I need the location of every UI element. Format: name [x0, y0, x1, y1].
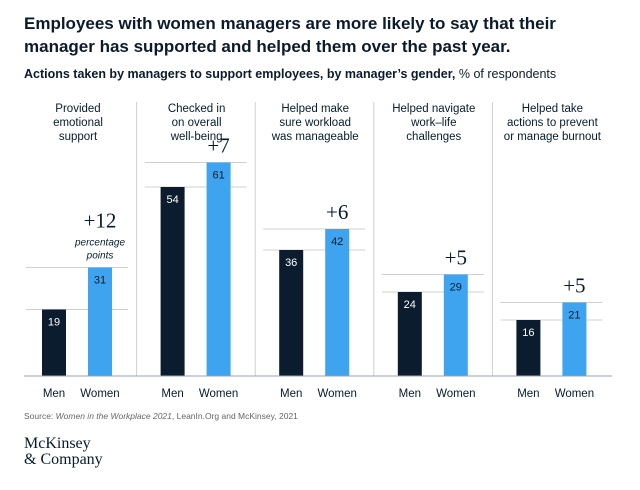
- bar-women: [88, 267, 112, 376]
- value-label-men: 54: [166, 194, 178, 206]
- subtitle-bold: Actions taken by managers to support emp…: [24, 67, 456, 81]
- x-label-men: Men: [161, 388, 183, 400]
- difference-label: +5: [563, 274, 585, 298]
- source-title: Women in the Workplace 2021: [55, 411, 172, 421]
- category-label: or manage burnout: [504, 131, 602, 143]
- difference-label: +6: [326, 200, 348, 224]
- x-label-women: Women: [317, 388, 356, 400]
- bar-men: [397, 292, 422, 376]
- category-label: well-being: [170, 131, 223, 143]
- logo-line2: & Company: [24, 451, 103, 468]
- difference-label: +5: [445, 246, 467, 270]
- category-label: Checked in: [168, 103, 226, 115]
- source-prefix: Source:: [24, 411, 56, 421]
- x-label-men: Men: [517, 388, 539, 400]
- bar-men: [516, 320, 541, 376]
- bar-men: [279, 250, 304, 376]
- category-label: Helped make: [281, 103, 349, 115]
- category-label: on overall: [172, 117, 222, 129]
- x-label-women: Women: [199, 388, 238, 400]
- value-label-women: 42: [331, 236, 343, 248]
- category-label: challenges: [406, 131, 461, 143]
- x-label-women: Women: [436, 388, 475, 400]
- difference-note: percentage: [74, 238, 125, 249]
- value-label-men: 19: [48, 317, 60, 329]
- value-label-men: 16: [522, 327, 534, 339]
- bar-women: [206, 162, 231, 376]
- bar-women: [562, 302, 587, 376]
- category-label: Helped navigate: [392, 103, 475, 115]
- value-label-women: 31: [94, 275, 106, 287]
- category-label: emotional: [53, 117, 103, 129]
- category-label: sure workload: [279, 117, 351, 129]
- mckinsey-logo: McKinsey & Company: [24, 436, 103, 468]
- difference-label: +12: [84, 209, 117, 233]
- difference-note: points: [86, 251, 114, 262]
- category-label: actions to prevent: [507, 117, 599, 129]
- chart-subtitle: Actions taken by managers to support emp…: [24, 67, 624, 81]
- bar-men: [42, 309, 66, 376]
- x-label-men: Men: [280, 388, 302, 400]
- x-label-men: Men: [43, 388, 65, 400]
- category-label: support: [59, 131, 98, 143]
- value-label-men: 36: [285, 257, 297, 269]
- value-label-women: 61: [212, 170, 224, 182]
- bar-women: [325, 229, 350, 376]
- category-label: was manageable: [271, 131, 359, 143]
- value-label-men: 24: [404, 299, 416, 311]
- x-label-women: Women: [80, 388, 119, 400]
- difference-label: +7: [207, 134, 229, 158]
- x-label-women: Women: [555, 388, 594, 400]
- x-label-men: Men: [399, 388, 421, 400]
- source-suffix: , LeanIn.Org and McKinsey, 2021: [171, 411, 298, 421]
- chart-title: Employees with women managers are more l…: [24, 14, 556, 56]
- bar-chart: Provided emotional support 19 31 +12 percentag…: [24, 102, 612, 400]
- category-label: Helped take: [522, 103, 583, 115]
- subtitle-unit: % of respondents: [455, 67, 557, 81]
- category-label: Provided: [55, 103, 100, 115]
- value-label-women: 21: [568, 310, 580, 322]
- category-label: work–life: [410, 117, 456, 129]
- source-note: Source: Women in the Workplace 2021, Lea…: [24, 411, 298, 421]
- bar-men: [160, 187, 185, 376]
- value-label-women: 29: [450, 282, 462, 294]
- logo-line1: McKinsey: [24, 435, 91, 452]
- bar-women: [443, 274, 468, 376]
